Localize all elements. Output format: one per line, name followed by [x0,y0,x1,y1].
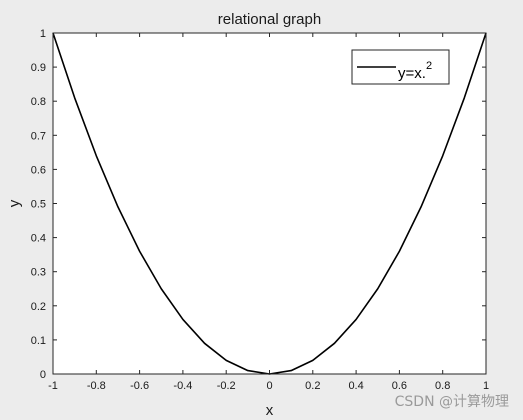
y-tick-label: 0.3 [31,267,46,279]
y-tick-label: 1 [40,28,46,40]
y-tick-label: 0.1 [31,335,46,347]
legend-label: y=x.2 [398,60,432,82]
x-axis-label: x [266,402,274,419]
chart-title: relational graph [218,11,321,28]
x-tick-label: -1 [48,380,58,392]
x-tick-label: -0.6 [130,380,149,392]
x-tick-label: -0.4 [173,380,192,392]
watermark: CSDN @计算物理 [394,394,509,410]
y-tick-label: 0.8 [31,96,46,108]
legend-label-text: y=x. [398,65,426,82]
y-tick-label: 0.4 [31,233,46,245]
legend: y=x.2 [351,49,450,85]
y-tick-label: 0.7 [31,130,46,142]
x-tick-label: -0.8 [87,380,106,392]
x-tick-label: 0.4 [348,380,363,392]
x-tick-label: 0.2 [305,380,320,392]
x-tick-label: 0.6 [392,380,407,392]
y-tick-label: 0.6 [31,164,46,176]
x-tick-label: 0.8 [435,380,450,392]
y-tick-label: 0.2 [31,301,46,313]
axes-box [52,32,487,375]
y-tick-label: 0.9 [31,62,46,74]
legend-label-exponent: 2 [426,60,432,72]
y-tick-label: 0 [40,369,46,381]
x-tick-label: 1 [483,380,489,392]
x-tick-label: -0.2 [217,380,236,392]
y-tick-label: 0.5 [31,199,46,211]
x-tick-label: 0 [266,380,272,392]
y-axis-label: y [6,199,23,207]
x-tick-labels: -1 -0.8 -0.6 -0.4 -0.2 0 0.2 0.4 0.6 0.8 1 [48,380,489,392]
y-tick-labels: 0 0.1 0.2 0.3 0.4 0.5 0.6 0.7 0.8 0.9 1 [31,28,46,381]
plot-area [53,33,486,374]
